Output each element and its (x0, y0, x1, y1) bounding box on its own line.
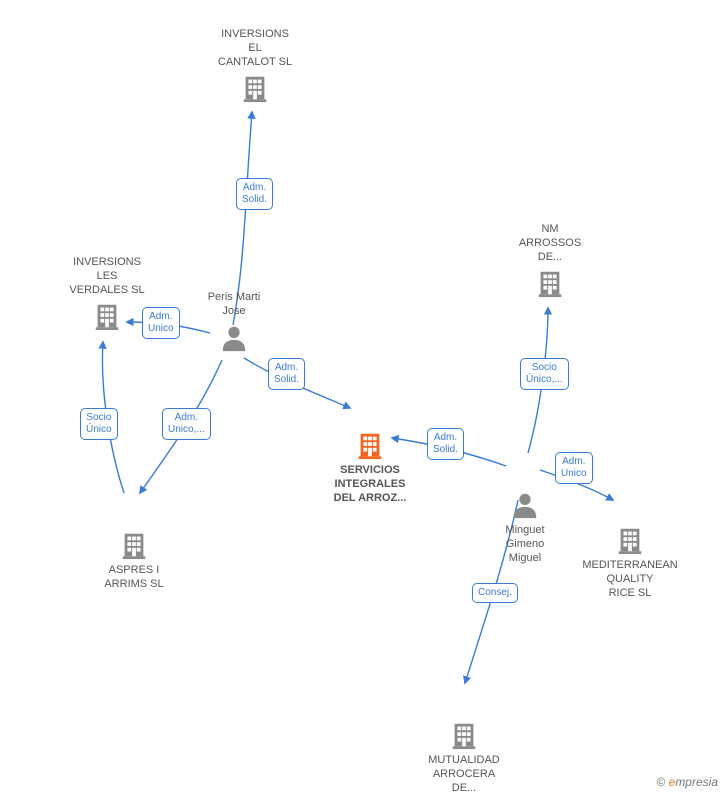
edge-label-minguet-medit[interactable]: Adm. Unico (555, 452, 593, 484)
edge-label-peris-aspres[interactable]: Adm. Unico,... (162, 408, 211, 440)
edge-label-minguet-mutualidad[interactable]: Consej. (472, 583, 518, 603)
node-aspres[interactable]: ASPRES IARRIMS SL (79, 530, 189, 592)
building-icon (240, 73, 270, 103)
person-icon (510, 490, 540, 520)
node-label: NMARROSSOSDE... (495, 223, 605, 264)
edge-label-minguet-nm[interactable]: Socio Único,... (520, 358, 569, 390)
credit: © empresia (656, 775, 718, 789)
edge-label-peris-cantalot[interactable]: Adm. Solid. (236, 178, 273, 210)
person-icon (219, 323, 249, 353)
node-mutualidad[interactable]: MUTUALIDADARROCERADE... (409, 720, 519, 795)
node-label: MEDITERRANEANQUALITYRICE SL (570, 559, 690, 600)
building-icon (92, 301, 122, 331)
building-icon (449, 720, 479, 750)
node-label: SERVICIOSINTEGRALESDEL ARROZ... (320, 464, 420, 505)
node-label: INVERSIONSELCANTALOT SL (200, 28, 310, 69)
node-label: INVERSIONSLESVERDALES SL (52, 256, 162, 297)
building-icon (535, 268, 565, 298)
node-nm[interactable]: NMARROSSOSDE... (495, 223, 605, 302)
building-icon (615, 525, 645, 555)
building-icon (119, 530, 149, 560)
building-icon (355, 430, 385, 460)
node-label: ASPRES IARRIMS SL (79, 564, 189, 592)
edge-label-peris-verdales[interactable]: Adm. Unico (142, 307, 180, 339)
edges-layer (0, 0, 728, 795)
node-peris[interactable]: Peris MartiJose (179, 291, 289, 357)
node-medit[interactable]: MEDITERRANEANQUALITYRICE SL (570, 525, 690, 600)
node-minguet[interactable]: MinguetGimenoMiguel (470, 490, 580, 565)
node-center[interactable]: SERVICIOSINTEGRALESDEL ARROZ... (320, 430, 420, 505)
brand-rest: mpresia (675, 775, 718, 789)
node-cantalot[interactable]: INVERSIONSELCANTALOT SL (200, 28, 310, 107)
copyright-symbol: © (656, 775, 665, 789)
node-label: Peris MartiJose (179, 291, 289, 319)
node-label: MUTUALIDADARROCERADE... (409, 754, 519, 795)
node-label: MinguetGimenoMiguel (470, 524, 580, 565)
edge-label-aspres-verdales[interactable]: Socio Único (80, 408, 118, 440)
edge-label-peris-center[interactable]: Adm. Solid. (268, 358, 305, 390)
network-canvas: INVERSIONSELCANTALOT SL NMARROSSOSDE... … (0, 0, 728, 795)
edge-label-minguet-center[interactable]: Adm. Solid. (427, 428, 464, 460)
